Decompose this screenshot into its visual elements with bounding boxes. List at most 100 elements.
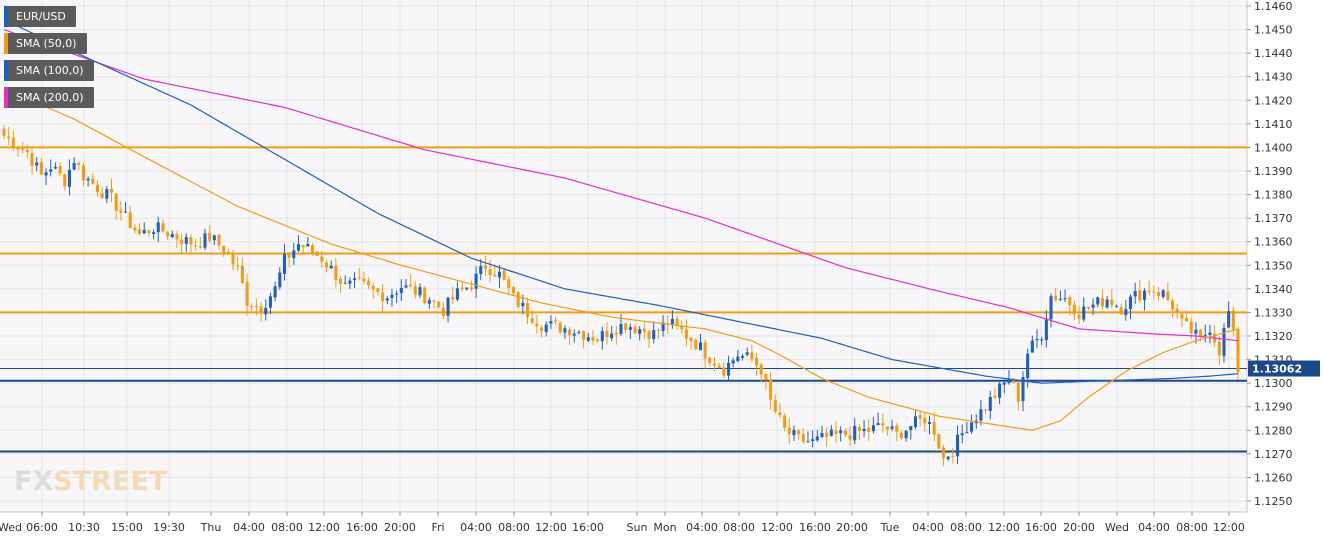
candle-body <box>119 209 123 213</box>
candle-body <box>815 436 819 441</box>
candle-body <box>811 439 815 442</box>
candle-body <box>759 364 763 375</box>
candle-body <box>334 265 338 280</box>
y-tick-label: 1.1250 <box>1254 495 1293 508</box>
legend-sma200[interactable]: SMA (200,0) <box>4 87 94 108</box>
candle-body <box>1157 291 1161 296</box>
x-tick-label: 20:00 <box>836 521 868 534</box>
legend-eurusd-swatch <box>4 6 8 27</box>
logo-fx: FX <box>14 466 54 497</box>
legend-sma100-swatch <box>4 60 8 81</box>
x-tick-label: 19:30 <box>153 521 185 534</box>
candle-body <box>736 356 740 362</box>
candle-body <box>628 327 632 330</box>
candle-body <box>642 328 646 332</box>
y-tick-label: 1.1270 <box>1254 448 1293 461</box>
candle-body <box>357 277 361 279</box>
candle-body <box>44 172 48 176</box>
candle-body <box>1231 310 1235 330</box>
candle-body <box>273 286 277 298</box>
candle-body <box>423 287 427 303</box>
candle-body <box>937 434 941 449</box>
legend-sma200-label: SMA (200,0) <box>16 91 84 104</box>
y-tick-label: 1.1440 <box>1254 47 1293 60</box>
x-tick-label: Tue <box>880 521 900 534</box>
candle-body <box>1180 313 1184 319</box>
candle-body <box>67 169 71 187</box>
candle-body <box>661 322 665 331</box>
y-tick-label: 1.1410 <box>1254 118 1293 131</box>
candle-body <box>11 137 15 149</box>
candle-body <box>1007 379 1011 384</box>
candle-body <box>198 246 202 248</box>
candle-body <box>582 331 586 340</box>
candle-body <box>203 233 207 248</box>
candle-body <box>787 427 791 435</box>
candle-body <box>1012 380 1016 384</box>
candle-body <box>493 274 497 277</box>
candle-body <box>353 278 357 281</box>
candle-body <box>1063 298 1067 300</box>
candle-body <box>769 379 773 400</box>
y-tick-label: 1.1380 <box>1254 189 1293 202</box>
y-tick-label: 1.1430 <box>1254 71 1293 84</box>
x-tick-label: 06:00 <box>26 521 58 534</box>
candle-body <box>675 318 679 326</box>
candle-body <box>497 271 502 278</box>
candle-body <box>1119 306 1123 315</box>
current-price-badge <box>1248 360 1320 377</box>
candle-body <box>577 332 581 334</box>
candle-body <box>984 409 988 411</box>
candle-body <box>413 286 417 295</box>
candle-body <box>1189 321 1193 333</box>
legend-eurusd[interactable]: EUR/USD <box>4 6 76 27</box>
candle-body <box>105 189 109 199</box>
x-tick-label: 10:30 <box>68 521 100 534</box>
candle-body <box>624 323 628 331</box>
candle-body <box>801 433 805 442</box>
candle-body <box>86 178 90 181</box>
x-tick-label: 16:00 <box>346 521 378 534</box>
candle-body <box>1049 296 1053 320</box>
x-tick-label: 15:00 <box>111 521 143 534</box>
candle-body <box>600 331 604 342</box>
current-price-label: 1.13062 <box>1252 363 1302 376</box>
candle-body <box>231 254 235 265</box>
candle-body <box>927 421 932 424</box>
candle-body <box>876 423 880 426</box>
legend-sma100[interactable]: SMA (100,0) <box>4 60 94 81</box>
candle-body <box>483 265 487 269</box>
candle-body <box>16 147 20 150</box>
candle-body <box>35 162 39 166</box>
candle-body <box>189 237 193 245</box>
y-tick-label: 1.1460 <box>1254 0 1293 13</box>
candle-body <box>474 273 478 289</box>
x-tick-label: 04:00 <box>686 521 718 534</box>
candle-body <box>399 288 403 294</box>
candle-body <box>829 429 833 436</box>
legend-sma50[interactable]: SMA (50,0) <box>4 33 87 54</box>
candle-body <box>633 326 637 333</box>
x-tick-label: Wed <box>0 521 22 534</box>
candle-body <box>1021 377 1025 402</box>
candle-body <box>91 178 95 184</box>
candle-body <box>194 245 198 247</box>
candle-body <box>941 447 946 459</box>
x-tick-label: 16:00 <box>572 521 604 534</box>
candle-body <box>152 232 156 235</box>
candle-body <box>296 244 301 251</box>
candle-body <box>1152 291 1156 293</box>
candle-body <box>558 322 562 333</box>
candle-body <box>376 288 380 293</box>
candle-body <box>465 287 469 290</box>
candle-body <box>764 373 768 380</box>
candle-body <box>301 244 305 248</box>
x-tick-label: 08:00 <box>723 521 755 534</box>
candle-body <box>913 416 918 428</box>
candle-body <box>460 287 464 290</box>
candle-body <box>694 340 698 350</box>
candle-body <box>166 232 170 237</box>
x-tick-label: 08:00 <box>1176 521 1208 534</box>
candle-body <box>708 357 712 364</box>
candle-body <box>142 229 146 234</box>
